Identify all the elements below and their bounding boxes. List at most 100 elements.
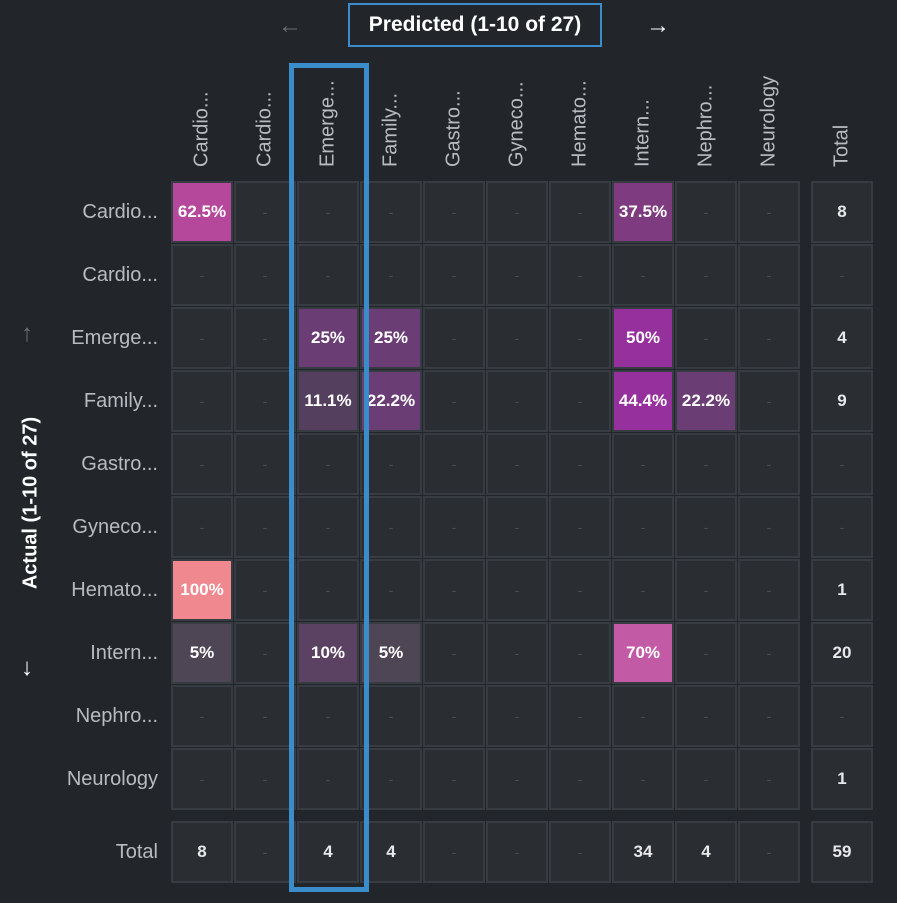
matrix-cell[interactable]: - — [549, 685, 611, 747]
matrix-cell[interactable]: - — [171, 244, 233, 306]
matrix-cell[interactable]: - — [738, 307, 800, 369]
matrix-cell[interactable]: 22.2% — [360, 370, 422, 432]
matrix-cell[interactable]: - — [738, 559, 800, 621]
matrix-cell[interactable]: - — [486, 622, 548, 684]
matrix-cell[interactable]: 50% — [612, 307, 674, 369]
matrix-cell[interactable]: - — [297, 748, 359, 810]
matrix-cell[interactable]: - — [171, 496, 233, 558]
matrix-cell[interactable]: 100% — [171, 559, 233, 621]
matrix-cell[interactable]: - — [675, 433, 737, 495]
matrix-cell[interactable]: - — [549, 622, 611, 684]
matrix-cell[interactable]: - — [612, 748, 674, 810]
matrix-cell[interactable]: - — [360, 244, 422, 306]
matrix-cell[interactable]: 5% — [171, 622, 233, 684]
matrix-cell[interactable]: - — [738, 496, 800, 558]
matrix-cell[interactable]: - — [360, 496, 422, 558]
prev-page-arrow-icon[interactable]: ← — [278, 12, 302, 39]
matrix-cell[interactable]: - — [297, 496, 359, 558]
matrix-cell[interactable]: - — [360, 559, 422, 621]
matrix-cell[interactable]: - — [423, 370, 485, 432]
matrix-cell[interactable]: - — [297, 181, 359, 243]
matrix-cell[interactable]: - — [423, 496, 485, 558]
matrix-cell[interactable]: - — [423, 307, 485, 369]
matrix-cell[interactable]: - — [234, 244, 296, 306]
matrix-cell[interactable]: 10% — [297, 622, 359, 684]
matrix-cell[interactable]: - — [423, 559, 485, 621]
matrix-cell[interactable]: - — [171, 307, 233, 369]
matrix-cell[interactable]: - — [738, 685, 800, 747]
matrix-cell[interactable]: - — [486, 559, 548, 621]
matrix-cell[interactable]: - — [675, 559, 737, 621]
matrix-cell[interactable]: - — [423, 748, 485, 810]
matrix-cell[interactable]: - — [234, 307, 296, 369]
matrix-cell[interactable]: - — [423, 181, 485, 243]
matrix-cell[interactable]: - — [297, 685, 359, 747]
matrix-cell[interactable]: - — [549, 748, 611, 810]
matrix-cell[interactable]: - — [486, 433, 548, 495]
next-page-arrow-icon[interactable]: → — [646, 12, 670, 39]
matrix-cell[interactable]: - — [486, 307, 548, 369]
matrix-cell[interactable]: - — [612, 685, 674, 747]
matrix-cell[interactable]: - — [171, 370, 233, 432]
matrix-cell[interactable]: - — [675, 622, 737, 684]
matrix-cell[interactable]: - — [423, 244, 485, 306]
matrix-cell[interactable]: - — [360, 748, 422, 810]
matrix-cell[interactable]: - — [675, 685, 737, 747]
scroll-up-arrow-icon[interactable]: ↑ — [21, 320, 33, 347]
matrix-cell[interactable]: 22.2% — [675, 370, 737, 432]
matrix-cell[interactable]: - — [486, 748, 548, 810]
matrix-cell[interactable]: - — [297, 244, 359, 306]
matrix-cell[interactable]: - — [234, 496, 296, 558]
matrix-cell[interactable]: - — [234, 433, 296, 495]
matrix-cell[interactable]: 25% — [360, 307, 422, 369]
matrix-cell[interactable]: - — [738, 244, 800, 306]
matrix-cell[interactable]: - — [486, 685, 548, 747]
matrix-cell[interactable]: - — [738, 370, 800, 432]
matrix-cell[interactable]: - — [234, 685, 296, 747]
matrix-cell[interactable]: - — [612, 244, 674, 306]
matrix-cell[interactable]: - — [423, 433, 485, 495]
matrix-cell[interactable]: - — [486, 181, 548, 243]
matrix-cell[interactable]: - — [549, 244, 611, 306]
matrix-cell[interactable]: 62.5% — [171, 181, 233, 243]
matrix-cell[interactable]: - — [234, 559, 296, 621]
matrix-cell[interactable]: - — [675, 181, 737, 243]
matrix-cell[interactable]: - — [360, 181, 422, 243]
matrix-cell[interactable]: - — [423, 622, 485, 684]
matrix-cell[interactable]: 5% — [360, 622, 422, 684]
matrix-cell[interactable]: - — [675, 307, 737, 369]
matrix-cell[interactable]: 11.1% — [297, 370, 359, 432]
matrix-cell[interactable]: - — [234, 622, 296, 684]
matrix-cell[interactable]: - — [171, 433, 233, 495]
matrix-cell[interactable]: - — [612, 433, 674, 495]
matrix-cell[interactable]: - — [297, 433, 359, 495]
matrix-cell[interactable]: - — [171, 748, 233, 810]
matrix-cell[interactable]: - — [423, 685, 485, 747]
matrix-cell[interactable]: - — [297, 559, 359, 621]
matrix-cell[interactable]: - — [486, 370, 548, 432]
matrix-cell[interactable]: - — [234, 370, 296, 432]
matrix-cell[interactable]: - — [234, 181, 296, 243]
matrix-cell[interactable]: - — [675, 244, 737, 306]
matrix-cell[interactable]: 37.5% — [612, 181, 674, 243]
matrix-cell[interactable]: - — [738, 748, 800, 810]
matrix-cell[interactable]: - — [360, 433, 422, 495]
scroll-down-arrow-icon[interactable]: ↓ — [21, 654, 33, 681]
matrix-cell[interactable]: - — [738, 622, 800, 684]
matrix-cell[interactable]: - — [549, 370, 611, 432]
matrix-cell[interactable]: 25% — [297, 307, 359, 369]
matrix-cell[interactable]: - — [612, 559, 674, 621]
matrix-cell[interactable]: 44.4% — [612, 370, 674, 432]
matrix-cell[interactable]: 70% — [612, 622, 674, 684]
matrix-cell[interactable]: - — [549, 181, 611, 243]
matrix-cell[interactable]: - — [171, 685, 233, 747]
matrix-cell[interactable]: - — [549, 307, 611, 369]
matrix-cell[interactable]: - — [549, 433, 611, 495]
matrix-cell[interactable]: - — [234, 748, 296, 810]
matrix-cell[interactable]: - — [486, 244, 548, 306]
matrix-cell[interactable]: - — [486, 496, 548, 558]
matrix-cell[interactable]: - — [549, 496, 611, 558]
matrix-cell[interactable]: - — [675, 496, 737, 558]
matrix-cell[interactable]: - — [612, 496, 674, 558]
matrix-cell[interactable]: - — [738, 181, 800, 243]
